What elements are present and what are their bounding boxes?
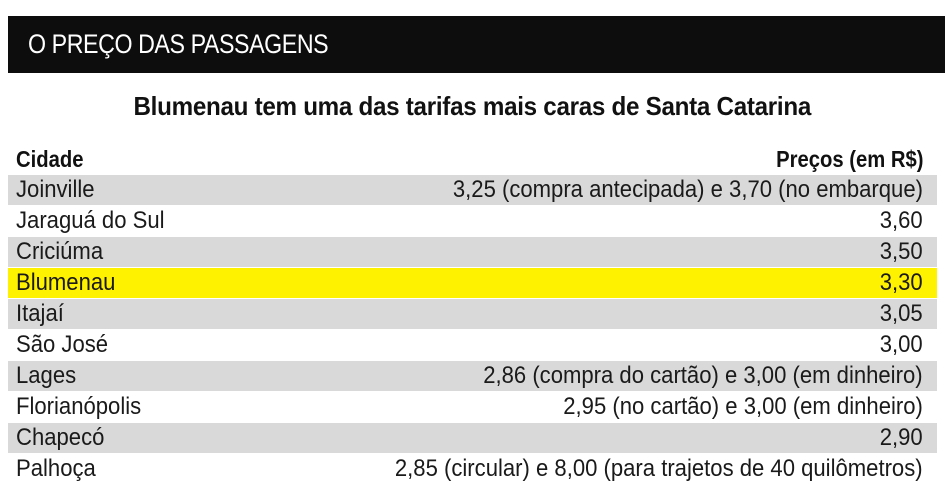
price-cell: 2,86 (compra do cartão) e 3,00 (em dinhe… xyxy=(483,362,923,389)
city-cell: Florianópolis xyxy=(16,393,142,420)
price-cell: 2,90 xyxy=(880,424,923,451)
banner-title: O PREÇO DAS PASSAGENS xyxy=(28,29,329,59)
city-cell: Chapecó xyxy=(16,424,105,451)
chart-title-text: Blumenau tem uma das tarifas mais caras … xyxy=(133,91,812,121)
banner: O PREÇO DAS PASSAGENS xyxy=(8,16,945,73)
table-row: Chapecó 2,90 xyxy=(8,423,937,454)
city-cell: Jaraguá do Sul xyxy=(16,207,165,234)
table-header: Cidade Preços (em R$) xyxy=(8,143,923,175)
price-cell: 3,25 (compra antecipada) e 3,70 (no emba… xyxy=(452,176,923,203)
table-row: Blumenau 3,30 xyxy=(8,268,937,299)
table-row: Joinville 3,25 (compra antecipada) e 3,70… xyxy=(8,175,937,206)
price-cell: 2,85 (circular) e 8,00 (para trajetos de… xyxy=(395,455,923,482)
price-table: Joinville 3,25 (compra antecipada) e 3,70… xyxy=(8,175,937,485)
column-header-city: Cidade xyxy=(16,145,84,172)
city-cell: São José xyxy=(16,331,109,358)
chart-title: Blumenau tem uma das tarifas mais caras … xyxy=(0,91,945,122)
table-row: São José 3,00 xyxy=(8,330,937,361)
table-row: Lages 2,86 (compra do cartão) e 3,00 (em … xyxy=(8,361,937,392)
city-cell: Lages xyxy=(16,362,77,389)
table-row: Itajaí 3,05 xyxy=(8,299,937,330)
city-cell: Joinville xyxy=(16,176,95,203)
table-row: Palhoça 2,85 (circular) e 8,00 (para traj… xyxy=(8,454,937,485)
price-cell: 2,95 (no cartão) e 3,00 (em dinheiro) xyxy=(563,393,923,420)
price-cell: 3,05 xyxy=(880,300,923,327)
table-row: Criciúma 3,50 xyxy=(8,237,937,268)
price-cell: 3,00 xyxy=(880,331,923,358)
column-header-price: Preços (em R$) xyxy=(775,145,923,172)
price-cell: 3,50 xyxy=(880,238,923,265)
price-cell: 3,30 xyxy=(880,269,923,296)
city-cell: Criciúma xyxy=(16,238,104,265)
city-cell: Itajaí xyxy=(16,300,64,327)
city-cell: Blumenau xyxy=(16,269,116,296)
table-row: Florianópolis 2,95 (no cartão) e 3,00 (em… xyxy=(8,392,937,423)
city-cell: Palhoça xyxy=(16,455,96,482)
price-cell: 3,60 xyxy=(880,207,923,234)
table-row: Jaraguá do Sul 3,60 xyxy=(8,206,937,237)
